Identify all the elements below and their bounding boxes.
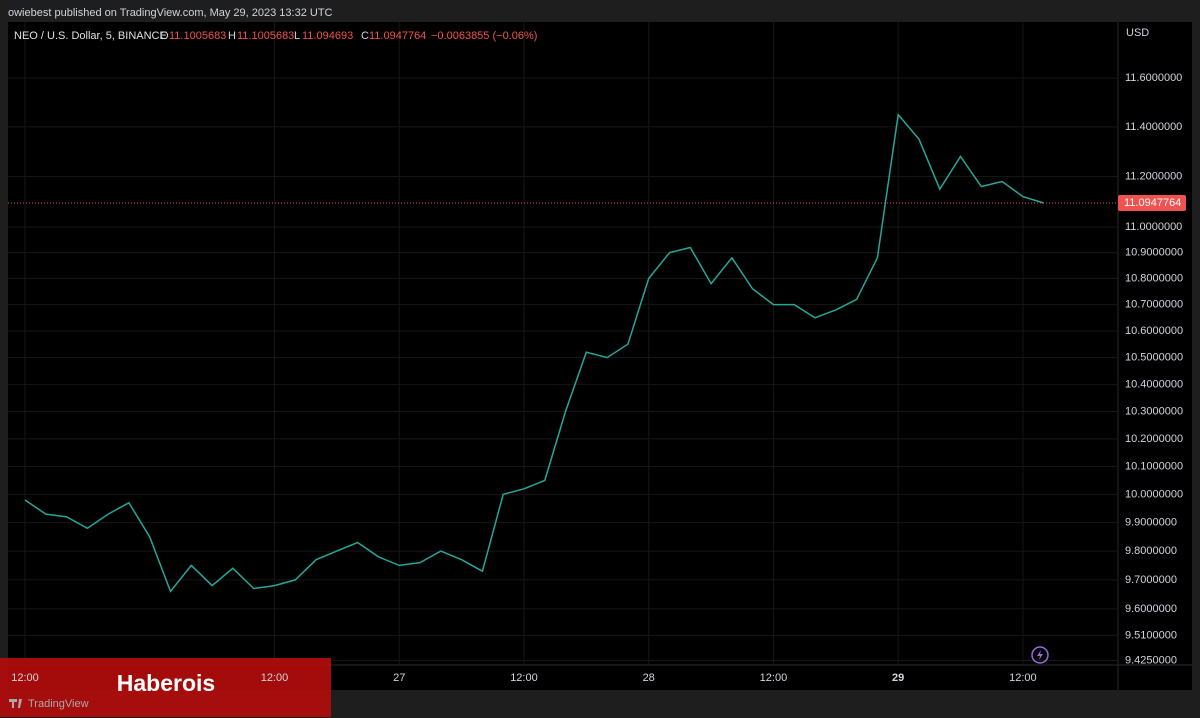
ohlc-value: 11.1005683: [237, 30, 294, 42]
y-tick-label: 9.6000000: [1125, 603, 1177, 615]
brand-logo: [9, 699, 22, 708]
ohlc-value: 11.094693: [302, 30, 353, 42]
y-tick-label: 11.2000000: [1125, 170, 1182, 182]
x-tick-label: 12:00: [760, 672, 788, 684]
ohlc-label: O: [160, 30, 169, 42]
y-tick-label: 10.5000000: [1125, 351, 1183, 363]
x-tick-label: 29: [892, 672, 904, 684]
y-tick-label: 9.8000000: [1125, 545, 1177, 557]
y-tick-label: 10.2000000: [1125, 433, 1183, 445]
current-price-box: [1118, 194, 1186, 211]
y-tick-label: 11.4000000: [1125, 121, 1182, 133]
y-tick-label: 10.6000000: [1125, 325, 1183, 337]
alert-icon[interactable]: [1031, 646, 1049, 664]
current-price-label: 11.0947764: [1124, 197, 1181, 209]
y-tick-label: 9.4250000: [1125, 654, 1177, 666]
ohlc-label: L: [294, 30, 300, 42]
alert-icon-bolt: [1037, 650, 1043, 660]
y-tick-label: 10.4000000: [1125, 378, 1183, 390]
x-tick-label: 12:00: [510, 672, 538, 684]
y-tick-label: 10.9000000: [1125, 247, 1183, 259]
y-tick-label: 11.0000000: [1125, 221, 1182, 233]
y-tick-label: 10.3000000: [1125, 405, 1183, 417]
x-tick-label: 12:00: [261, 672, 289, 684]
y-tick-label: 9.9000000: [1125, 517, 1177, 529]
ohlc-label: C: [361, 30, 369, 42]
banner-text: Haberois: [117, 670, 215, 696]
currency: USD: [1126, 27, 1149, 39]
x-tick-label: 27: [393, 672, 405, 684]
banner: [0, 658, 331, 717]
ohlc-label: H: [228, 30, 236, 42]
y-tick-label: 9.7000000: [1125, 574, 1177, 586]
y-tick-label: 10.1000000: [1125, 460, 1183, 472]
x-tick-label: 12:00: [11, 672, 39, 684]
byline: owiebest published on TradingView.com, M…: [8, 7, 333, 19]
x-tick-label: 28: [643, 672, 655, 684]
price-line: [24, 112, 1044, 593]
symbol: NEO / U.S. Dollar, 5, BINANCE: [14, 30, 167, 42]
y-tick-label: 9.5100000: [1125, 629, 1177, 641]
x-tick-label: 12:00: [1009, 672, 1037, 684]
y-tick-label: 10.0000000: [1125, 488, 1183, 500]
ohlc-value: 11.1005683: [169, 30, 226, 42]
brand: TradingView: [28, 698, 89, 710]
y-tick-label: 10.7000000: [1125, 299, 1183, 311]
change: −0.0063855 (−0.06%): [431, 30, 537, 42]
ohlc-value: 11.0947764: [369, 30, 426, 42]
y-tick-label: 10.8000000: [1125, 272, 1183, 284]
y-tick-label: 11.6000000: [1125, 72, 1182, 84]
